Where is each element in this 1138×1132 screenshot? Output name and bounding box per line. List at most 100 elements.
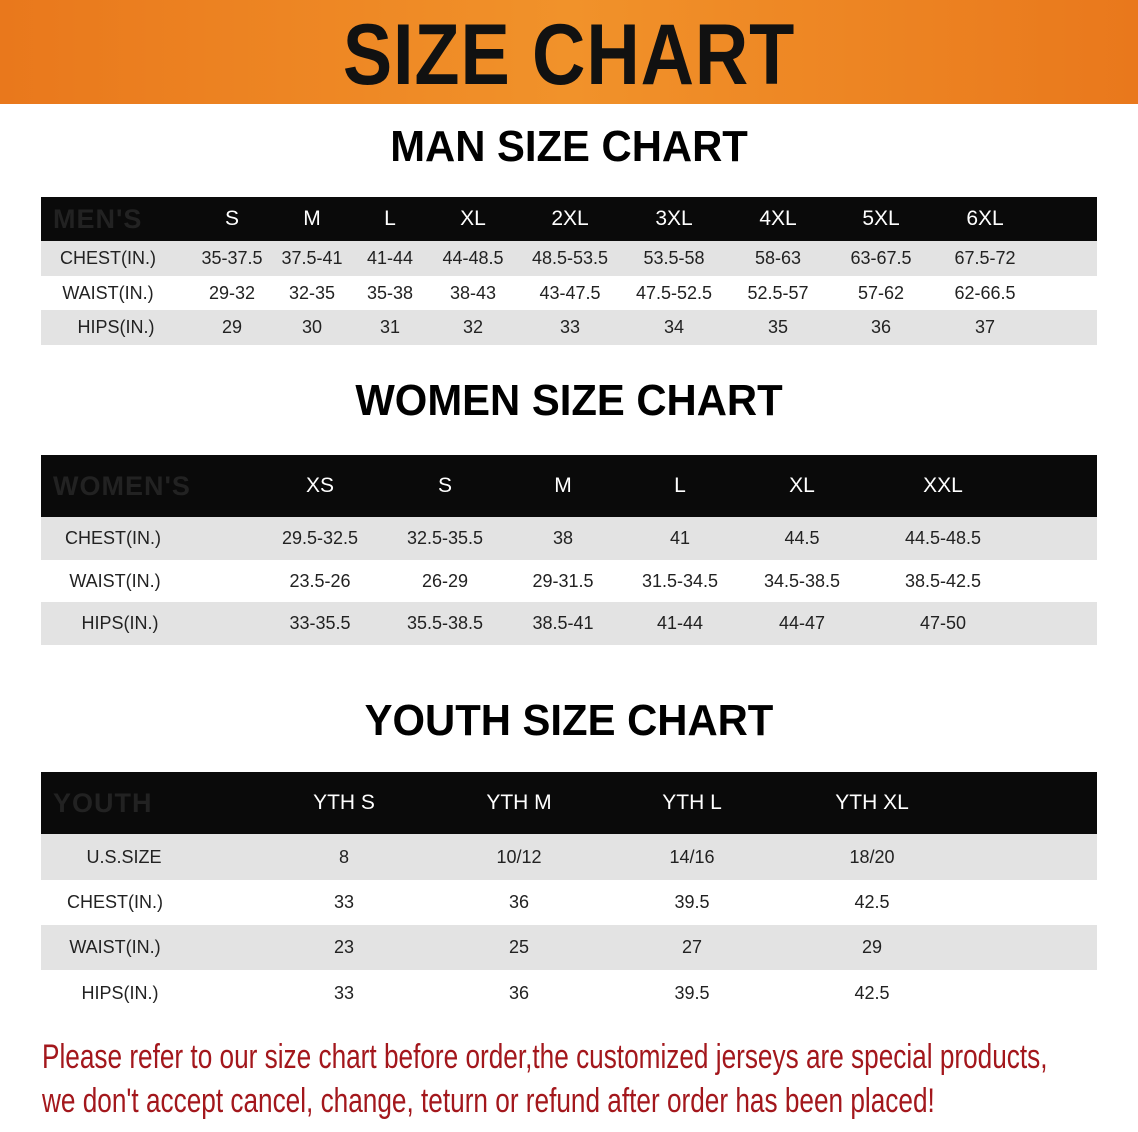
size-column-header: M <box>554 474 572 497</box>
page-title: SIZE CHART <box>342 7 796 103</box>
table-row: U.S.SIZE 8 10/12 14/16 18/20 <box>41 834 1097 880</box>
size-column-header: XS <box>305 474 334 497</box>
table-cell: 41-44 <box>366 248 414 268</box>
table-cell: 58-63 <box>754 248 802 268</box>
disclaimer-line-1: Please refer to our size chart before or… <box>42 1038 1048 1076</box>
size-column-header: YTH S <box>313 791 375 814</box>
table-cell: 44-47 <box>778 613 826 633</box>
size-column-header: XL <box>789 474 815 497</box>
table-cell: 53.5-58 <box>643 248 705 268</box>
size-column-header: XXL <box>923 474 963 497</box>
size-column-header: S <box>224 207 239 230</box>
table-row: CHEST(IN.) 33 36 39.5 42.5 <box>41 880 1097 925</box>
table-header-label: YOUTH <box>53 787 153 818</box>
measurement-label: HIPS(IN.) <box>81 982 159 1003</box>
table-cell: 29.5-32.5 <box>281 528 359 548</box>
table-cell: 38.5-41 <box>532 613 594 633</box>
size-column-header: L <box>674 474 686 497</box>
table-cell: 57-62 <box>857 282 905 303</box>
women-section-title: WOMEN SIZE CHART <box>355 376 783 425</box>
table-cell: 37.5-41 <box>281 248 343 268</box>
table-header-label: MEN'S <box>53 203 143 234</box>
table-cell: 33 <box>559 317 581 337</box>
table-cell: 44.5-48.5 <box>904 528 982 548</box>
table-cell: 38 <box>552 528 574 548</box>
table-cell: 33 <box>333 892 355 912</box>
table-row: WAIST(IN.) 23.5-26 26-29 29-31.5 31.5-34.5 34… <box>41 560 1097 602</box>
table-cell: 31.5-34.5 <box>641 570 719 591</box>
size-column-header: YTH L <box>662 791 722 814</box>
table-cell: 33-35.5 <box>289 613 351 633</box>
table-cell: 32 <box>462 317 484 337</box>
men-size-table: MEN'S S M L XL 2XL 3XL 4XL 5XL 6XL CHEST(IN.) 35-37… <box>41 197 1097 345</box>
table-cell: 8 <box>338 846 349 867</box>
women-size-table: WOMEN'S XS S M L XL XXL CHEST(IN.) 29.5-32.5 32.5… <box>41 455 1097 645</box>
table-cell: 18/20 <box>849 846 895 867</box>
table-cell: 67.5-72 <box>954 248 1016 268</box>
table-cell: 10/12 <box>496 846 542 867</box>
table-cell: 29-32 <box>208 282 256 303</box>
table-cell: 44-48.5 <box>442 248 504 268</box>
table-row: HIPS(IN.) 33-35.5 35.5-38.5 38.5-41 41-44 44-… <box>41 602 1097 645</box>
table-cell: 38-43 <box>449 282 497 303</box>
table-cell: 35-37.5 <box>201 248 263 268</box>
table-cell: 41 <box>669 528 691 548</box>
youth-section-title: YOUTH SIZE CHART <box>364 696 774 745</box>
youth-size-table: YOUTH YTH S YTH M YTH L YTH XL U.S.SIZE 8 10/12… <box>41 772 1097 1016</box>
measurement-label: CHEST(IN.) <box>60 248 156 268</box>
table-cell: 14/16 <box>669 846 715 867</box>
table-header-row: WOMEN'S XS S M L XL XXL <box>41 455 1097 517</box>
table-cell: 34.5-38.5 <box>763 570 841 591</box>
measurement-label: WAIST(IN.) <box>69 570 161 591</box>
size-column-header: YTH XL <box>835 791 909 814</box>
table-row: CHEST(IN.) 29.5-32.5 32.5-35.5 38 41 44.5 44.5… <box>41 517 1097 560</box>
table-header-label: WOMEN'S <box>53 470 191 501</box>
table-cell: 36 <box>508 892 530 912</box>
table-cell: 35-38 <box>366 282 414 303</box>
table-header-row: YOUTH YTH S YTH M YTH L YTH XL <box>41 772 1097 834</box>
table-cell: 33 <box>333 982 355 1003</box>
table-cell: 34 <box>663 317 685 337</box>
table-cell: 52.5-57 <box>747 282 809 303</box>
table-cell: 63-67.5 <box>850 248 912 268</box>
men-section-title: MAN SIZE CHART <box>390 122 748 171</box>
table-row: CHEST(IN.) 35-37.5 37.5-41 41-44 44-48.5 48.5… <box>41 241 1097 276</box>
table-cell: 31 <box>379 317 401 337</box>
size-column-header: 3XL <box>655 207 693 230</box>
measurement-label: WAIST(IN.) <box>62 282 154 303</box>
table-cell: 32.5-35.5 <box>406 528 484 548</box>
table-cell: 43-47.5 <box>539 282 601 303</box>
table-cell: 38.5-42.5 <box>904 570 982 591</box>
measurement-label: WAIST(IN.) <box>69 937 161 957</box>
size-column-header: YTH M <box>486 791 552 814</box>
table-cell: 23.5-26 <box>289 570 351 591</box>
table-cell: 41-44 <box>656 613 704 633</box>
table-cell: 44.5 <box>784 528 820 548</box>
table-cell: 47-50 <box>919 613 967 633</box>
table-row: WAIST(IN.) 29-32 32-35 35-38 38-43 43-47.5 47.… <box>41 276 1097 310</box>
table-cell: 29 <box>861 937 883 957</box>
table-cell: 32-35 <box>288 282 336 303</box>
size-column-header: 4XL <box>759 207 797 230</box>
table-row: WAIST(IN.) 23 25 27 29 <box>41 925 1097 970</box>
table-cell: 37 <box>974 317 996 337</box>
size-column-header: 6XL <box>966 207 1004 230</box>
table-cell: 36 <box>870 317 892 337</box>
table-cell: 35.5-38.5 <box>406 613 484 633</box>
table-cell: 39.5 <box>674 982 710 1003</box>
measurement-label: HIPS(IN.) <box>81 613 159 633</box>
table-cell: 23 <box>333 937 355 957</box>
title-banner: SIZE CHART <box>0 0 1138 104</box>
measurement-label: CHEST(IN.) <box>65 528 161 548</box>
measurement-label: HIPS(IN.) <box>77 317 155 337</box>
table-cell: 62-66.5 <box>954 282 1016 303</box>
table-header-row: MEN'S S M L XL 2XL 3XL 4XL 5XL 6XL <box>41 197 1097 241</box>
disclaimer-line-2: we don't accept cancel, change, teturn o… <box>42 1082 935 1120</box>
size-column-header: L <box>384 207 396 230</box>
table-cell: 27 <box>681 937 703 957</box>
size-column-header: XL <box>460 207 486 230</box>
table-cell: 42.5 <box>854 892 890 912</box>
table-cell: 30 <box>301 317 323 337</box>
table-cell: 42.5 <box>854 982 890 1003</box>
table-cell: 25 <box>508 937 530 957</box>
